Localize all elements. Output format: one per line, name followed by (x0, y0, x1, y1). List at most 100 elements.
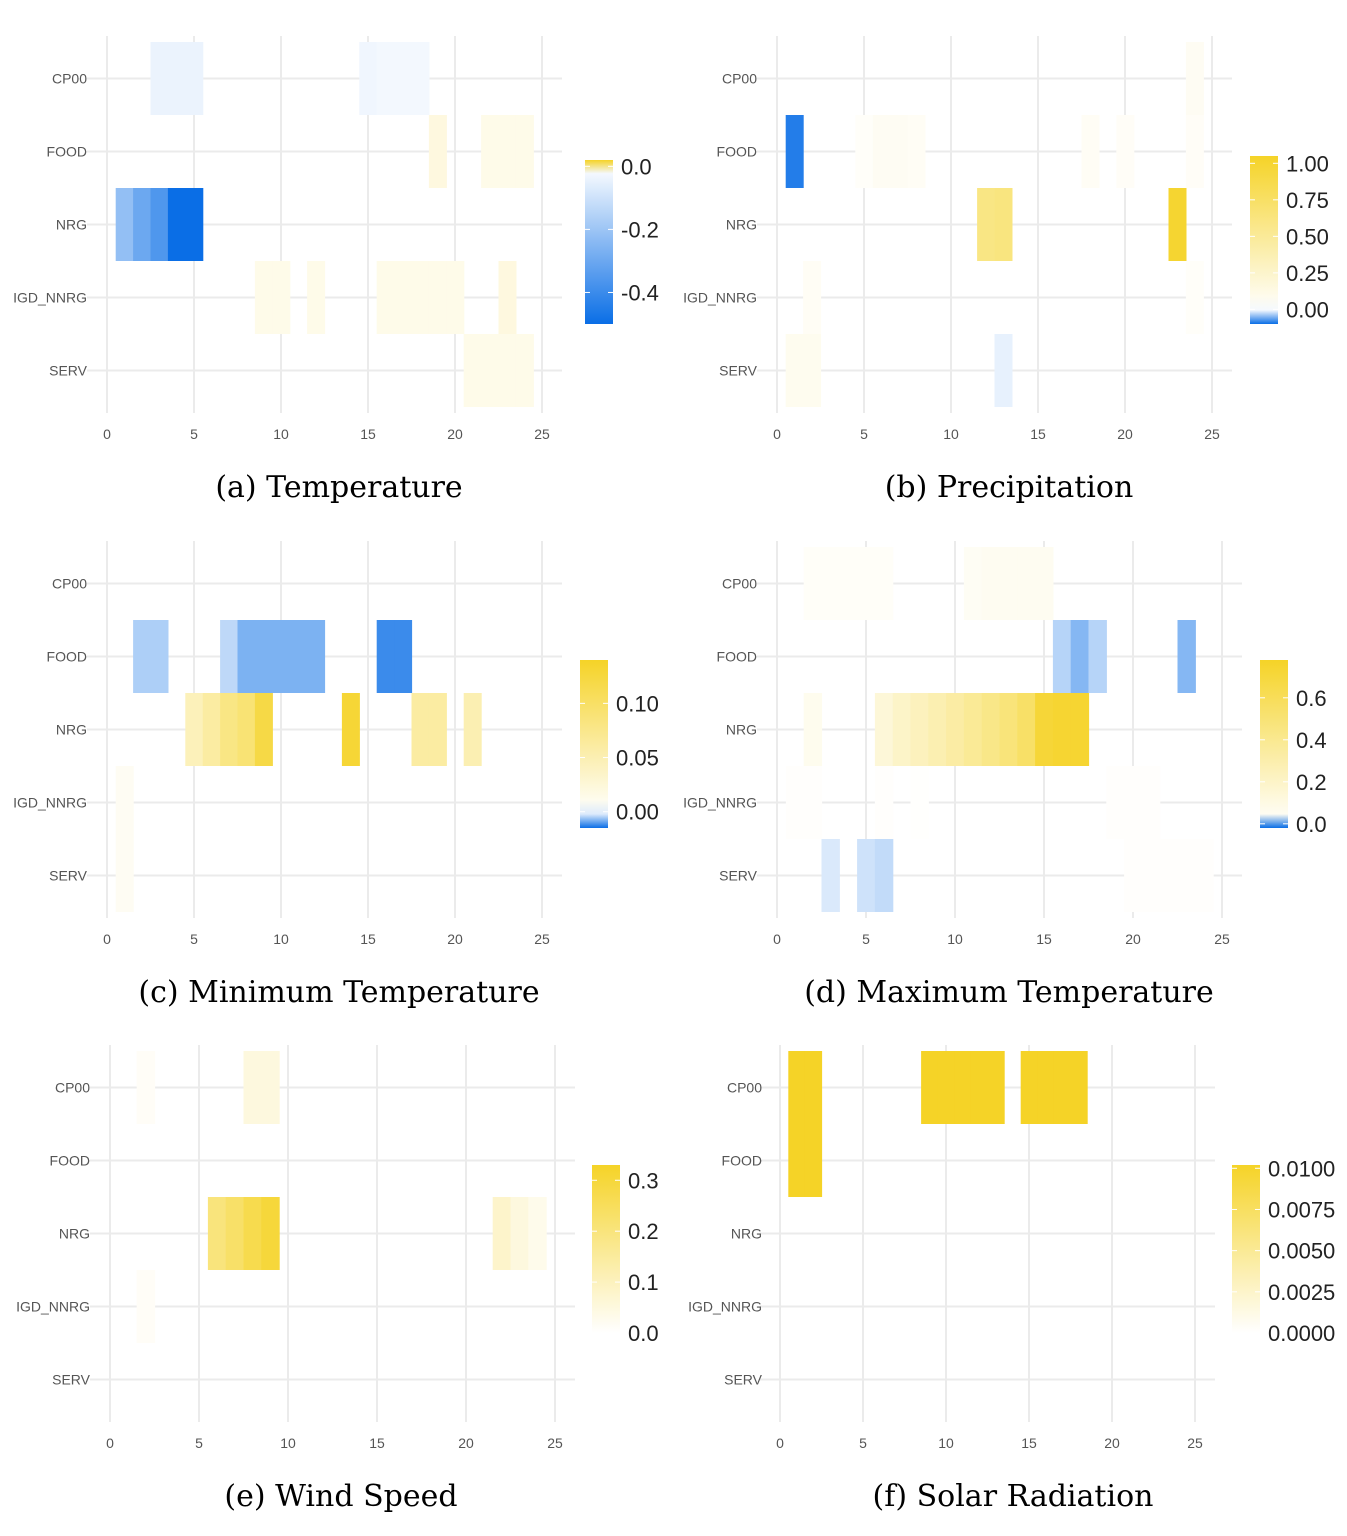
panel-caption: (d) Maximum Temperature (804, 975, 1214, 1010)
heatmap-cell (411, 261, 430, 334)
colorbar-label: 0.0 (1296, 812, 1327, 837)
heatmap-cell (1081, 115, 1100, 188)
heatmap-cell (237, 693, 256, 766)
x-tick-label: 25 (534, 426, 550, 442)
colorbar (585, 160, 613, 324)
colorbar-label: 0.3 (628, 1168, 659, 1193)
heatmap-cell (1168, 188, 1187, 261)
y-tick-label: IGD_NNRG (16, 1299, 90, 1315)
x-tick-label: 20 (447, 931, 463, 947)
heatmap-cell (981, 693, 1001, 766)
heatmap-cell (910, 693, 929, 766)
x-tick-label: 15 (1030, 426, 1046, 442)
heatmap-cell (1185, 261, 1204, 334)
heatmap-cell (857, 839, 876, 912)
y-tick-label: FOOD (717, 649, 757, 665)
colorbar-label: 0.0050 (1268, 1239, 1335, 1264)
colorbar-label: 0.2 (628, 1219, 659, 1244)
heatmap-cell (1053, 1051, 1072, 1124)
heatmap-cell (307, 261, 326, 334)
heatmap-cell (428, 261, 447, 334)
x-tick-label: 5 (859, 1435, 867, 1451)
colorbar-label: 0.10 (616, 691, 659, 716)
y-tick-label: SERV (49, 363, 88, 379)
heatmap-cell (185, 188, 204, 261)
heatmap-cell (1052, 693, 1072, 766)
heatmap-cell (803, 547, 823, 620)
x-tick-label: 5 (860, 426, 868, 442)
heatmap-cell (237, 620, 256, 693)
heatmap-cell (167, 188, 186, 261)
colorbar-label: 0.6 (1296, 686, 1327, 711)
colorbar-label: 0.0100 (1268, 1156, 1335, 1181)
heatmap-cell (150, 620, 169, 693)
heatmap-cell (243, 1051, 262, 1124)
heatmap-cell (376, 42, 395, 115)
x-tick-label: 20 (1104, 1435, 1120, 1451)
colorbar-label: -0.2 (621, 217, 659, 242)
heatmap-cell (977, 188, 996, 261)
panel-caption: (a) Temperature (215, 470, 462, 505)
y-tick-label: NRG (56, 722, 87, 738)
colorbar (592, 1165, 620, 1333)
y-tick-label: CP00 (52, 71, 87, 87)
heatmap-cell (1185, 115, 1204, 188)
heatmap-cell (463, 334, 482, 407)
x-tick-label: 10 (943, 426, 959, 442)
x-tick-label: 15 (1036, 931, 1052, 947)
heatmap-cell (994, 334, 1013, 407)
colorbar-label: 0.00 (1286, 297, 1329, 322)
y-tick-label: CP00 (722, 71, 757, 87)
heatmap-cell (963, 547, 983, 620)
heatmap-cell (150, 42, 169, 115)
colorbar (580, 660, 608, 828)
heatmap-cell (803, 334, 822, 407)
heatmap-cell (498, 334, 517, 407)
x-tick-label: 20 (1125, 931, 1141, 947)
y-tick-label: NRG (726, 722, 757, 738)
heatmap-cell (1106, 766, 1125, 839)
heatmap-cell (857, 547, 876, 620)
heatmap-cell (1037, 1051, 1055, 1124)
heatmap-cell (428, 693, 447, 766)
heatmap-cell (341, 693, 360, 766)
heatmap-cell (921, 1051, 939, 1124)
x-tick-label: 10 (947, 931, 963, 947)
heatmap-cell (133, 620, 152, 693)
heatmap-cell (1052, 620, 1072, 693)
y-tick-label: SERV (52, 1372, 91, 1388)
heatmap-cell (136, 1051, 156, 1124)
colorbar (1232, 1165, 1260, 1333)
heatmap-cell (874, 839, 894, 912)
heatmap-cell (394, 42, 413, 115)
colorbar-label: 0.2 (1296, 770, 1327, 795)
heatmap-cell (254, 620, 273, 693)
heatmap-cell (376, 620, 395, 693)
x-tick-label: 25 (1214, 931, 1230, 947)
x-tick-label: 25 (547, 1435, 563, 1451)
y-tick-label: CP00 (52, 576, 87, 592)
heatmap-cell (874, 547, 894, 620)
x-tick-label: 15 (1021, 1435, 1037, 1451)
y-tick-label: SERV (724, 1372, 763, 1388)
heatmap-cell (1195, 839, 1214, 912)
heatmap-cell (788, 1124, 806, 1197)
heatmap-cell (999, 693, 1018, 766)
heatmap-cell (803, 766, 823, 839)
y-tick-label: NRG (731, 1226, 762, 1242)
heatmap-cell (907, 115, 926, 188)
y-tick-label: CP00 (727, 1080, 762, 1096)
colorbar-label: 0.0000 (1268, 1321, 1335, 1346)
panel-caption: (b) Precipitation (885, 470, 1134, 505)
heatmap-cell (1177, 839, 1196, 912)
x-tick-label: 15 (360, 931, 376, 947)
heatmap-cell (307, 620, 326, 693)
heatmap-panel: CP00 FOOD NRG IGD_NNRG SERV 0 5 10 15 20 25 0.6 0.4 0… (683, 541, 1327, 1010)
colorbar-label: 0.0 (628, 1321, 659, 1346)
heatmap-cell (376, 261, 395, 334)
heatmap-cell (999, 547, 1018, 620)
x-tick-label: 5 (190, 931, 198, 947)
heatmap-cell (528, 1197, 547, 1270)
panel-caption: (e) Wind Speed (224, 1479, 457, 1514)
x-tick-label: 0 (776, 1435, 784, 1451)
